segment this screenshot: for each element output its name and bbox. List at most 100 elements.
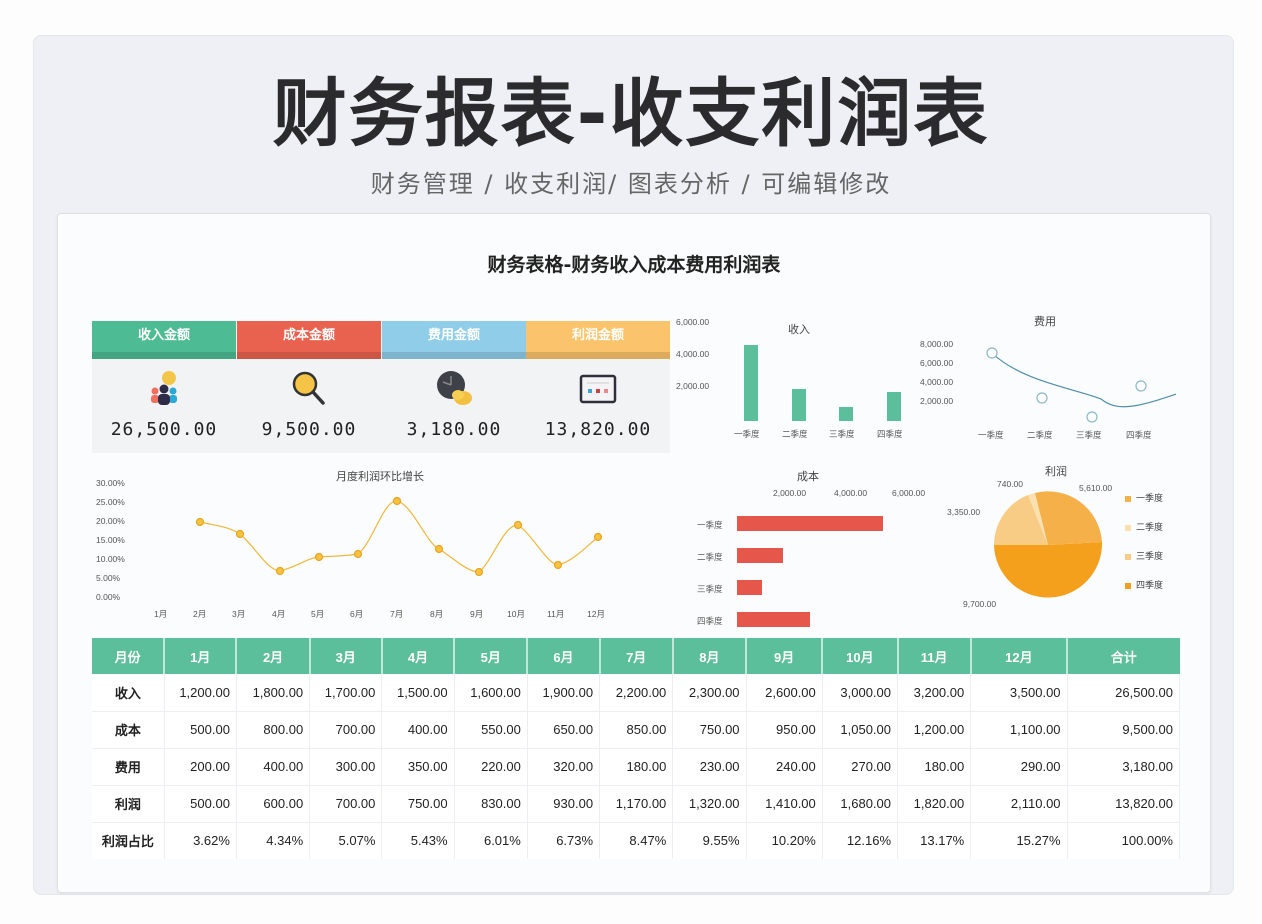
table-cell[interactable]: 5.07% — [309, 822, 383, 859]
table-cell[interactable]: 3.62% — [164, 822, 237, 859]
legend-label: 三季度 — [1136, 552, 1164, 562]
table-cell[interactable]: 300.00 — [309, 748, 383, 786]
table-cell[interactable]: 1,100.00 — [970, 711, 1068, 749]
table-cell[interactable]: 180.00 — [897, 748, 972, 786]
kpi-value: 26,500.00 — [110, 419, 218, 440]
y-tick: 4,000.00 — [920, 377, 954, 387]
legend-item[interactable]: 四季度 — [1125, 578, 1163, 591]
table-cell[interactable]: 1,800.00 — [236, 674, 311, 712]
table-cell[interactable]: 10.20% — [746, 822, 823, 859]
table-cell[interactable]: 2,110.00 — [970, 785, 1068, 823]
table-cell[interactable]: 830.00 — [454, 785, 528, 823]
table-cell[interactable]: 2,200.00 — [599, 674, 674, 712]
table-cell[interactable]: 500.00 — [164, 785, 237, 823]
table-cell[interactable]: 1,170.00 — [599, 785, 674, 823]
pie-value-label: 3,350.00 — [947, 507, 981, 517]
profit-pie-chart: 利润 740.00 5,610.00 3,350.00 9,700.00 一季度… — [943, 459, 1193, 619]
table-cell[interactable]: 600.00 — [236, 785, 311, 823]
table-cell[interactable]: 750.00 — [672, 711, 747, 749]
table-cell[interactable]: 350.00 — [381, 748, 455, 786]
income-bar-chart: 收入 6,000.00 4,000.00 2,000.00 一季度 二季度 三季… — [670, 309, 920, 444]
table-cell[interactable]: 1,700.00 — [309, 674, 383, 712]
column-header: 月份 — [92, 638, 166, 674]
table-cell[interactable]: 3,500.00 — [970, 674, 1068, 712]
magnifier-icon — [292, 371, 325, 405]
table-cell[interactable]: 180.00 — [599, 748, 674, 786]
table-cell[interactable]: 13.17% — [897, 822, 972, 859]
table-cell[interactable]: 2,300.00 — [672, 674, 747, 712]
table-cell[interactable]: 230.00 — [672, 748, 747, 786]
table-cell[interactable]: 700.00 — [309, 785, 383, 823]
table-cell[interactable]: 320.00 — [527, 748, 601, 786]
legend-item[interactable]: 二季度 — [1125, 520, 1163, 533]
y-tick: 30.00% — [96, 478, 125, 488]
table-cell[interactable]: 1,900.00 — [527, 674, 601, 712]
table-row-profit: 利润 500.00 600.00 700.00 750.00 830.00 93… — [92, 785, 1181, 823]
table-cell[interactable]: 3,200.00 — [897, 674, 972, 712]
table-cell[interactable]: 800.00 — [236, 711, 311, 749]
table-cell-total[interactable]: 100.00% — [1067, 822, 1181, 859]
table-cell[interactable]: 850.00 — [599, 711, 674, 749]
y-tick: 10.00% — [96, 554, 125, 564]
table-cell[interactable]: 750.00 — [381, 785, 455, 823]
table-cell[interactable]: 1,820.00 — [897, 785, 972, 823]
table-cell-total[interactable]: 9,500.00 — [1067, 711, 1181, 749]
table-cell[interactable]: 1,200.00 — [897, 711, 972, 749]
table-cell[interactable]: 3,000.00 — [822, 674, 899, 712]
table-cell[interactable]: 400.00 — [236, 748, 311, 786]
table-cell[interactable]: 650.00 — [527, 711, 601, 749]
column-header: 合计 — [1067, 638, 1180, 674]
row-label: 利润占比 — [92, 822, 165, 859]
report-sheet: 财务表格-财务收入成本费用利润表 收入金额 26,500.00 成本金额 9,5… — [57, 213, 1211, 893]
table-cell[interactable]: 6.01% — [454, 822, 528, 859]
table-cell[interactable]: 950.00 — [746, 711, 823, 749]
column-header: 8月 — [672, 638, 748, 674]
table-cell[interactable]: 4.34% — [236, 822, 311, 859]
table-cell[interactable]: 9.55% — [672, 822, 747, 859]
legend-label: 二季度 — [1136, 523, 1164, 533]
y-tick: 15.00% — [96, 535, 125, 545]
table-cell[interactable]: 15.27% — [970, 822, 1068, 859]
table-cell[interactable]: 400.00 — [381, 711, 455, 749]
table-cell[interactable]: 1,320.00 — [672, 785, 747, 823]
table-cell[interactable]: 200.00 — [164, 748, 237, 786]
table-cell[interactable]: 700.00 — [309, 711, 383, 749]
table-cell[interactable]: 290.00 — [970, 748, 1068, 786]
table-cell[interactable]: 5.43% — [381, 822, 455, 859]
table-cell[interactable]: 550.00 — [454, 711, 528, 749]
kpi-card-income: 收入金额 26,500.00 — [92, 321, 236, 453]
expense-line-chart: 费用 8,000.00 6,000.00 4,000.00 2,000.00 一… — [916, 309, 1176, 449]
table-cell[interactable]: 270.00 — [822, 748, 899, 786]
table-cell[interactable]: 6.73% — [527, 822, 601, 859]
chart-title: 利润 — [1045, 465, 1067, 478]
legend-item[interactable]: 一季度 — [1125, 491, 1163, 504]
kpi-label: 费用金额 — [382, 321, 526, 359]
table-cell[interactable]: 500.00 — [164, 711, 237, 749]
y-tick: 5.00% — [96, 573, 121, 583]
table-cell[interactable]: 1,600.00 — [454, 674, 528, 712]
legend-swatch — [1125, 495, 1131, 502]
y-tick: 二季度 — [697, 552, 723, 562]
table-cell[interactable]: 1,680.00 — [822, 785, 899, 823]
y-tick: 6,000.00 — [676, 317, 710, 327]
table-cell[interactable]: 1,050.00 — [822, 711, 899, 749]
table-cell-total[interactable]: 3,180.00 — [1067, 748, 1181, 786]
table-cell[interactable]: 240.00 — [746, 748, 823, 786]
table-cell[interactable]: 1,410.00 — [746, 785, 823, 823]
legend-item[interactable]: 三季度 — [1125, 549, 1163, 562]
table-cell-total[interactable]: 26,500.00 — [1067, 674, 1181, 712]
table-cell-total[interactable]: 13,820.00 — [1067, 785, 1181, 823]
table-cell[interactable]: 8.47% — [599, 822, 674, 859]
y-tick: 四季度 — [697, 616, 723, 626]
table-cell[interactable]: 1,500.00 — [381, 674, 455, 712]
table-cell[interactable]: 12.16% — [822, 822, 899, 859]
table-cell[interactable]: 220.00 — [454, 748, 528, 786]
table-cell[interactable]: 1,200.00 — [164, 674, 237, 712]
y-tick: 0.00% — [96, 592, 121, 602]
table-cell[interactable]: 2,600.00 — [746, 674, 823, 712]
kpi-card-expense: 费用金额 3,180.00 — [382, 321, 526, 453]
x-tick: 6月 — [350, 609, 364, 619]
kpi-value: 9,500.00 — [261, 419, 357, 440]
hero-title: 财务报表-收支利润表 — [272, 71, 990, 157]
table-cell[interactable]: 930.00 — [527, 785, 601, 823]
